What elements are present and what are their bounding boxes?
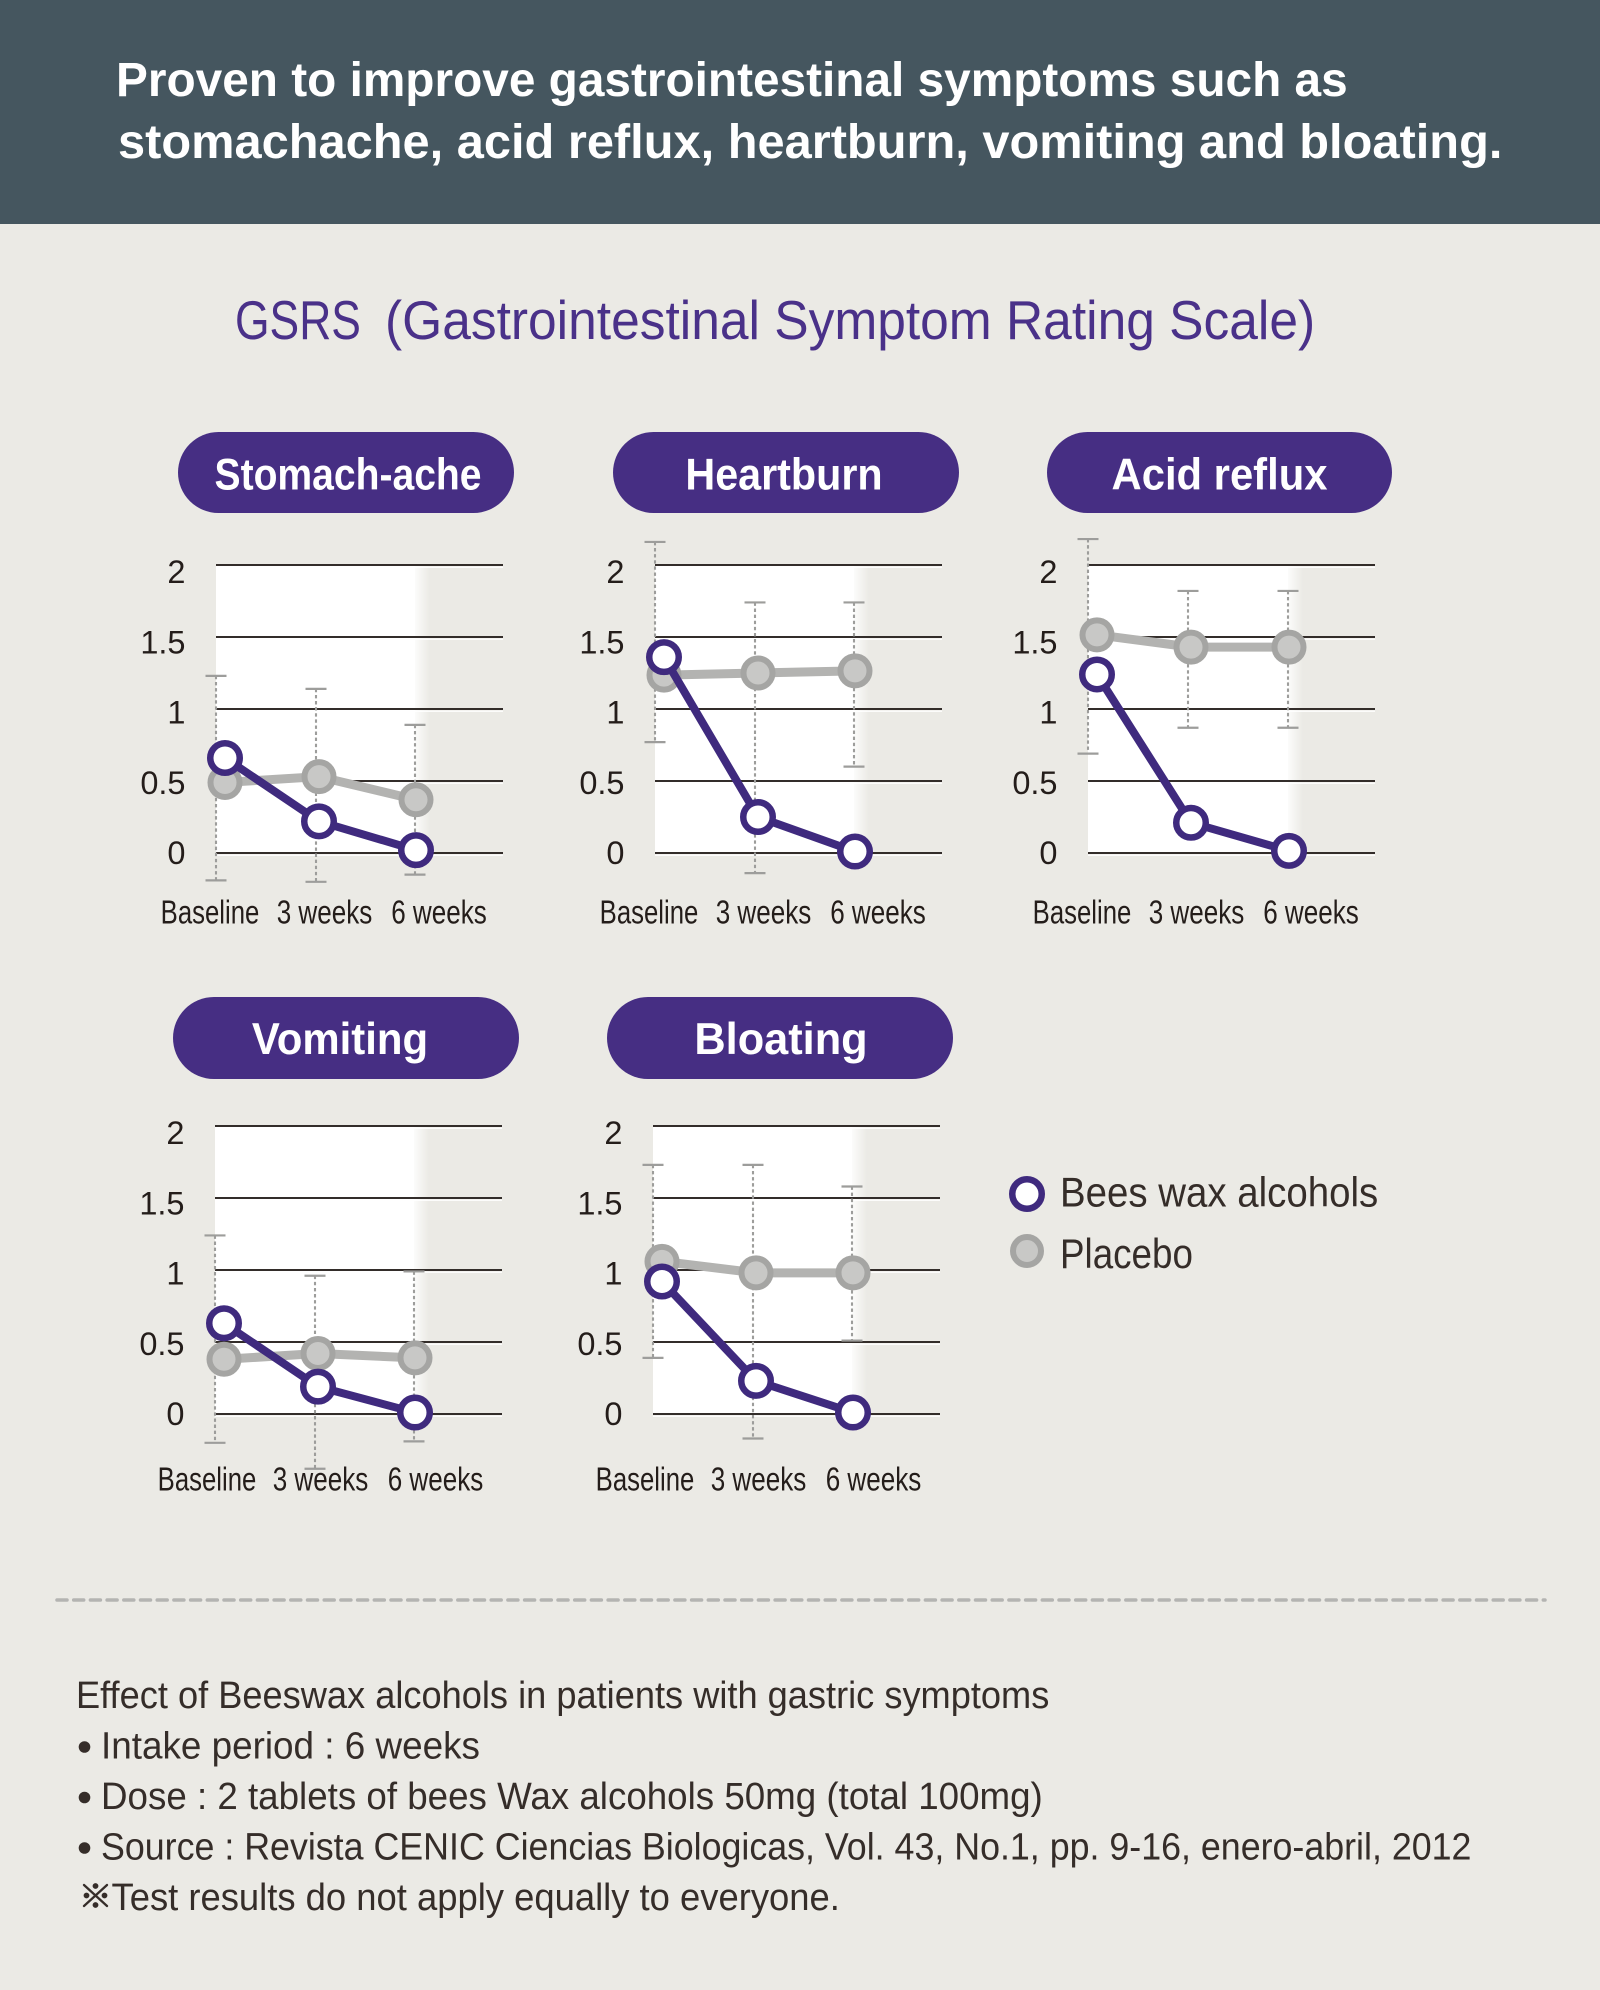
svg-text:1: 1 [1039,695,1057,731]
svg-text:1: 1 [606,695,624,731]
svg-text:stomachache, acid reflux, hear: stomachache, acid reflux, heartburn, vom… [118,115,1502,169]
svg-text:Proven to improve gastrointest: Proven to improve gastrointestinal sympt… [116,54,1348,107]
svg-text:2: 2 [606,554,624,590]
svg-text:GSRS: GSRS [235,289,361,351]
svg-text:1.5: 1.5 [1012,624,1057,660]
svg-text:Baseline: Baseline [596,1462,695,1499]
svg-text:1: 1 [604,1256,622,1292]
svg-text:6 weeks: 6 weeks [1263,895,1359,932]
svg-text:0.5: 0.5 [579,765,624,801]
svg-text:3 weeks: 3 weeks [277,895,373,932]
svg-text:Bees wax alcohols: Bees wax alcohols [1060,1169,1378,1216]
svg-text:2: 2 [1039,554,1057,590]
svg-text:2: 2 [167,554,185,590]
svg-text:6 weeks: 6 weeks [830,895,926,932]
svg-text:Placebo: Placebo [1060,1231,1193,1278]
svg-text:1: 1 [167,695,185,731]
svg-text:6 weeks: 6 weeks [388,1462,484,1499]
svg-text:2: 2 [604,1115,622,1151]
svg-text:Baseline: Baseline [600,895,699,932]
svg-text:Stomach-ache: Stomach-ache [215,449,482,499]
svg-text:3 weeks: 3 weeks [273,1462,369,1499]
svg-text:Baseline: Baseline [1033,895,1132,932]
svg-text:3 weeks: 3 weeks [1149,895,1245,932]
svg-text:Heartburn: Heartburn [685,450,882,500]
svg-text:Bloating: Bloating [694,1014,867,1064]
svg-text:1.5: 1.5 [577,1185,622,1221]
svg-text:Baseline: Baseline [161,895,260,932]
svg-text:0: 0 [604,1396,622,1432]
svg-text:Acid reflux: Acid reflux [1112,450,1328,499]
svg-text:0.5: 0.5 [1012,765,1057,801]
svg-text:0.5: 0.5 [139,1326,184,1362]
svg-text:(Gastrointestinal Symptom Rati: (Gastrointestinal Symptom Rating Scale) [385,290,1315,351]
svg-text:Effect of Beeswax alcohols in: Effect of Beeswax alcohols in patients w… [76,1673,1049,1716]
svg-text:Test results do not apply equa: Test results do not apply equally to eve… [112,1875,840,1918]
svg-text:1: 1 [166,1256,184,1292]
svg-text:Vomiting: Vomiting [252,1015,428,1064]
svg-text:0: 0 [166,1396,184,1432]
svg-text:0.5: 0.5 [140,765,185,801]
svg-text:0.5: 0.5 [577,1326,622,1362]
svg-text:0: 0 [167,835,185,871]
svg-text:Source : Revista CENIC Ciencia: Source : Revista CENIC Ciencias Biologic… [101,1826,1471,1868]
svg-text:3 weeks: 3 weeks [716,895,812,932]
svg-text:Intake period : 6 weeks: Intake period : 6 weeks [101,1724,480,1767]
svg-text:6 weeks: 6 weeks [391,895,487,932]
svg-text:Dose : 2 tablets of bees Wax a: Dose : 2 tablets of bees Wax alcohols 50… [101,1774,1043,1817]
svg-text:Baseline: Baseline [158,1462,257,1499]
svg-text:1.5: 1.5 [140,624,185,660]
svg-text:0: 0 [606,835,624,871]
svg-text:3 weeks: 3 weeks [711,1462,807,1499]
svg-text:1.5: 1.5 [579,624,624,660]
svg-text:0: 0 [1039,835,1057,871]
svg-text:6 weeks: 6 weeks [826,1462,922,1499]
svg-text:2: 2 [166,1115,184,1151]
svg-text:1.5: 1.5 [139,1185,184,1221]
